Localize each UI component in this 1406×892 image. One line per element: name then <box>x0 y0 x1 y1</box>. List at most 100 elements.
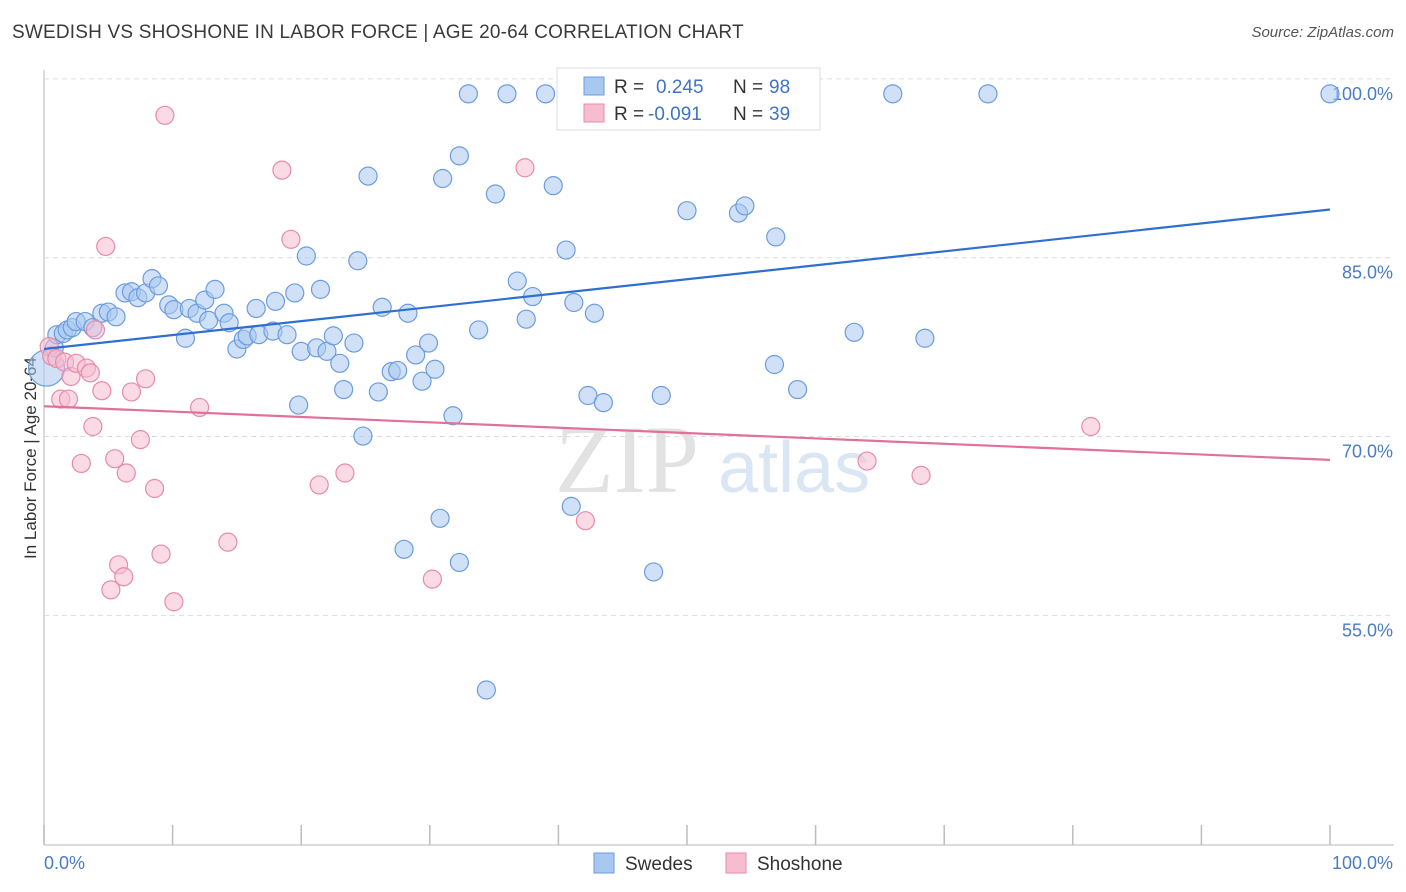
swedes-point <box>556 240 576 260</box>
swedes-point <box>978 84 998 104</box>
swedes-point <box>353 426 373 446</box>
shoshone-points <box>39 105 1101 612</box>
swedes-point <box>285 283 305 303</box>
swedes-point <box>844 322 864 342</box>
swedes-point <box>766 227 786 247</box>
y-tick-labels: 55.0% 70.0% 85.0% 100.0% <box>1332 84 1393 641</box>
shoshone-point <box>71 453 91 474</box>
swedes-point <box>584 303 605 323</box>
swedes-point <box>578 385 598 406</box>
swedes-point <box>915 328 935 348</box>
swedes-point <box>418 333 439 353</box>
swedes-point <box>412 371 432 391</box>
shoshone-point <box>281 229 301 249</box>
swedes-point <box>148 276 169 296</box>
shoshone-point <box>164 592 184 612</box>
bottom-legend-label-shoshone: Shoshone <box>757 854 843 875</box>
swedes-point <box>348 251 368 271</box>
y-tick-label: 100.0% <box>1332 84 1393 104</box>
y-tick-label: 55.0% <box>1342 620 1393 640</box>
swedes-point <box>564 292 584 313</box>
swedes-point <box>643 562 664 582</box>
swedes-point <box>476 680 496 700</box>
bottom-legend-label-swedes: Swedes <box>625 854 693 875</box>
shoshone-point <box>58 389 79 409</box>
legend-n-value-shoshone: 39 <box>769 104 790 125</box>
swedes-point <box>764 354 785 375</box>
swedes-point <box>458 84 478 104</box>
swedes-point <box>735 196 755 216</box>
swedes-point <box>344 333 364 353</box>
axes <box>43 70 1394 846</box>
stats-legend: R = 0.245 N = 98 R = -0.091 N = 39 <box>556 67 821 131</box>
swedes-point <box>561 496 581 516</box>
shoshone-point <box>144 478 165 499</box>
swedes-point <box>449 146 469 166</box>
y-axis-label: In Labor Force | Age 20-64 <box>21 357 40 559</box>
shoshone-point <box>422 569 442 589</box>
swedes-point <box>358 166 378 186</box>
shoshone-point <box>85 320 106 340</box>
shoshone-point <box>116 463 136 483</box>
swedes-point <box>296 246 316 266</box>
shoshone-point <box>335 463 355 483</box>
swedes-point <box>310 279 331 299</box>
legend-n-value-swedes: 98 <box>769 77 790 98</box>
swedes-point <box>651 385 671 406</box>
swedes-point <box>1320 84 1340 104</box>
swedes-point <box>368 382 388 402</box>
shoshone-point <box>151 544 171 564</box>
swedes-point <box>449 552 469 573</box>
shoshone-trend-line <box>43 405 1331 461</box>
shoshone-point <box>80 363 100 383</box>
swedes-point <box>535 84 556 104</box>
legend-r-label-swedes: R = <box>614 77 644 98</box>
x-tick-label-min: 0.0% <box>44 853 85 873</box>
shoshone-point <box>135 369 156 389</box>
swedes-point <box>406 345 426 365</box>
swedes-point <box>330 353 350 373</box>
watermark-atlas: atlas <box>718 428 870 508</box>
swedes-point <box>246 298 266 319</box>
swedes-point <box>323 326 343 346</box>
shoshone-point <box>105 449 125 469</box>
y-tick-label: 85.0% <box>1342 263 1393 283</box>
swedes-point <box>593 393 614 413</box>
swedes-point <box>507 271 527 291</box>
swedes-point <box>485 184 505 204</box>
source-credit: Source: ZipAtlas.com <box>1251 24 1394 41</box>
legend-r-value-shoshone: -0.091 <box>648 104 702 125</box>
swedes-point <box>433 168 453 189</box>
swedes-point <box>277 325 297 345</box>
shoshone-point <box>83 416 103 437</box>
swedes-point <box>677 201 697 221</box>
shoshone-point <box>155 105 175 125</box>
swedes-point <box>394 539 414 559</box>
shoshone-point <box>857 451 877 471</box>
swedes-point <box>388 360 408 381</box>
bottom-legend-swatch-swedes <box>593 852 615 874</box>
chart-title: SWEDISH VS SHOSHONE IN LABOR FORCE | AGE… <box>12 22 744 43</box>
shoshone-point <box>515 158 535 178</box>
swedes-trend-line <box>43 208 1331 351</box>
watermark-zip: ZIP <box>555 406 699 513</box>
shoshone-point <box>218 532 238 552</box>
shoshone-point <box>96 236 116 257</box>
swedes-point <box>289 395 309 415</box>
shoshone-point <box>130 430 151 450</box>
shoshone-point <box>911 465 931 485</box>
swedes-point <box>543 176 563 196</box>
swedes-point <box>443 406 463 426</box>
swedes-point <box>199 310 219 330</box>
trend-lines <box>43 208 1331 461</box>
shoshone-point <box>114 567 134 587</box>
swedes-point <box>787 379 808 400</box>
shoshone-point <box>101 580 121 600</box>
swedes-point <box>516 309 536 329</box>
series-legend: Swedes Shoshone <box>593 852 843 875</box>
shoshone-point <box>309 475 329 495</box>
swedes-point <box>205 279 225 299</box>
swedes-point <box>265 291 286 311</box>
shoshone-point <box>121 382 142 402</box>
